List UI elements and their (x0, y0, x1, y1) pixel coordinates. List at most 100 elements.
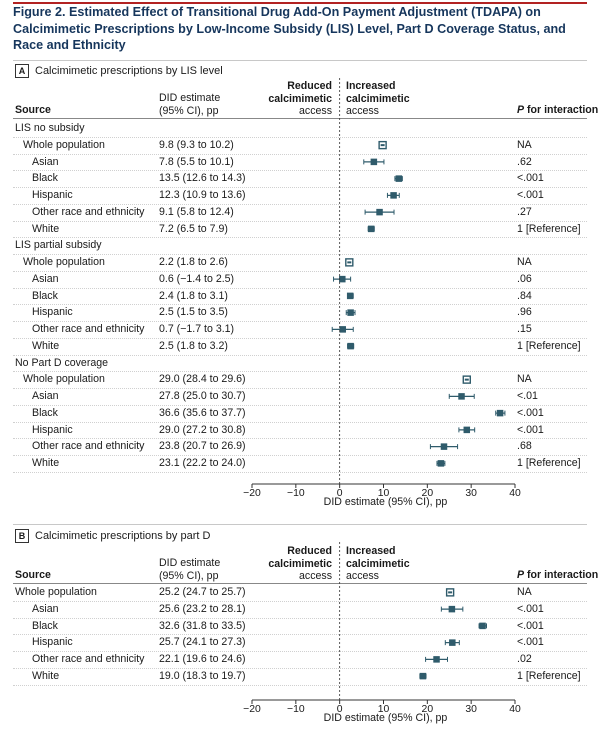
source-label: Black (32, 172, 58, 185)
table-row: Black 36.6 (35.6 to 37.7) <.001 (13, 405, 587, 421)
p-rest: for interaction (524, 569, 599, 581)
p-value: <.001 (517, 406, 544, 419)
panel-b-axis-title: DID estimate (95% CI), pp (323, 712, 448, 724)
row-separator (13, 203, 587, 205)
panel-a-axis-title: DID estimate (95% CI), pp (323, 496, 448, 508)
point-estimate (347, 309, 354, 316)
row-separator (13, 287, 587, 289)
row-separator (13, 684, 587, 686)
source-label: Other race and ethnicity (32, 440, 145, 453)
increased-line1: Increased (346, 80, 396, 92)
source-label: Whole population (23, 138, 105, 151)
did-estimate-text: 25.7 (24.1 to 27.3) (159, 636, 246, 649)
table-row: Hispanic 2.5 (1.5 to 3.5) .96 (13, 304, 587, 320)
p-value: .02 (517, 653, 532, 665)
p-value: <.01 (517, 390, 538, 402)
row-separator (13, 337, 587, 339)
row-separator (13, 170, 587, 172)
did-header-line2: (95% CI), pp (159, 104, 219, 117)
p-value: 1 [Reference] (517, 222, 581, 235)
source-label: Whole population (23, 256, 105, 268)
panel-a-increased-header: Increased calcimimetic access (346, 80, 410, 118)
did-estimate-text: 12.3 (10.9 to 13.6) (159, 189, 246, 201)
point-estimate (463, 426, 471, 434)
did-estimate-text: 0.6 (−1.4 to 2.5) (159, 272, 235, 285)
row-separator (13, 304, 587, 306)
p-value: <.001 (517, 172, 544, 185)
panel-a-p-header: P for interaction (517, 104, 598, 117)
panel-b-title: Calcimimetic prescriptions by part D (35, 530, 211, 542)
point-estimate (440, 443, 448, 450)
p-value: <.001 (517, 423, 544, 436)
increased-line3: access (346, 570, 379, 582)
point-estimate (437, 460, 445, 467)
point-estimate-inner (380, 144, 385, 147)
point-estimate-inner (464, 378, 469, 381)
did-header-line1: DID estimate (159, 557, 221, 569)
group-label: LIS no subsidy (15, 122, 85, 134)
table-row: Whole population 25.2 (24.7 to 25.7) NA (13, 584, 587, 600)
source-label: Black (32, 289, 58, 302)
panel-a-source-header: Source (15, 104, 51, 116)
row-separator (13, 254, 587, 255)
panel-b-letter: B (15, 529, 29, 543)
did-estimate-text: 7.8 (5.5 to 10.1) (159, 155, 234, 168)
did-estimate-text: 23.1 (22.2 to 24.0) (159, 457, 246, 469)
point-estimate (367, 225, 375, 233)
did-estimate-text: 36.6 (35.6 to 37.7) (159, 406, 246, 419)
did-estimate-text: 22.1 (19.6 to 24.6) (159, 653, 246, 665)
p-value: NA (517, 256, 532, 268)
row-separator (13, 617, 587, 619)
did-estimate-text: 9.1 (5.8 to 12.4) (159, 205, 234, 218)
row-separator (13, 421, 587, 423)
reduced-line3: access (299, 570, 332, 582)
p-italic: P (517, 104, 525, 116)
table-row: Black 32.6 (31.8 to 33.5) <.001 (13, 618, 587, 634)
p-value: 1 [Reference] (517, 339, 581, 352)
did-estimate-text: 19.0 (18.3 to 19.7) (159, 669, 246, 682)
row-separator (13, 270, 587, 272)
increased-line3: access (346, 105, 379, 117)
source-label: Other race and ethnicity (32, 653, 145, 665)
title-accent-rule (13, 2, 587, 4)
panel-a-letter: A (15, 64, 29, 78)
table-row: Other race and ethnicity 9.1 (5.8 to 12.4… (13, 204, 587, 220)
table-row: Other race and ethnicity 22.1 (19.6 to 24… (13, 651, 587, 667)
point-estimate (370, 158, 378, 166)
panel-a-rule (13, 60, 587, 61)
group-row: LIS partial subsidy (13, 237, 587, 253)
panel-a-title: Calcimimetic prescriptions by LIS level (35, 65, 223, 77)
source-label: Whole population (15, 586, 97, 598)
point-estimate (395, 175, 403, 182)
p-value: .62 (517, 155, 532, 168)
did-estimate-text: 2.4 (1.8 to 3.1) (159, 289, 228, 302)
did-estimate-text: 13.5 (12.6 to 14.3) (159, 172, 246, 185)
source-label: Black (32, 406, 58, 419)
table-row: White 19.0 (18.3 to 19.7) 1 [Reference] (13, 668, 587, 684)
p-value: 1 [Reference] (517, 457, 581, 469)
panel-a-heading: A Calcimimetic prescriptions by LIS level (15, 64, 223, 78)
row-separator (13, 153, 587, 155)
point-estimate (339, 275, 346, 283)
table-row: Other race and ethnicity 0.7 (−1.7 to 3.1… (13, 321, 587, 337)
did-estimate-text: 29.0 (28.4 to 29.6) (159, 373, 246, 386)
table-row: Black 2.4 (1.8 to 3.1) .84 (13, 288, 587, 304)
increased-line2: calcimimetic (346, 92, 410, 105)
row-separator (13, 354, 587, 356)
table-row: White 7.2 (6.5 to 7.9) 1 [Reference] (13, 221, 587, 237)
point-estimate (347, 342, 354, 350)
source-label: White (32, 339, 60, 352)
row-separator (13, 438, 587, 440)
row-separator (13, 321, 587, 322)
source-label: White (32, 669, 60, 682)
point-estimate (346, 292, 354, 300)
did-estimate-text: 23.8 (20.7 to 26.9) (159, 440, 246, 453)
point-estimate (339, 326, 346, 333)
p-value: <.001 (517, 619, 544, 632)
point-estimate (479, 622, 486, 630)
table-row: Asian 7.8 (5.5 to 10.1) .62 (13, 154, 587, 170)
panel-b-heading: B Calcimimetic prescriptions by part D (15, 529, 210, 543)
group-row: No Part D coverage (13, 355, 587, 371)
source-label: Asian (32, 390, 59, 402)
